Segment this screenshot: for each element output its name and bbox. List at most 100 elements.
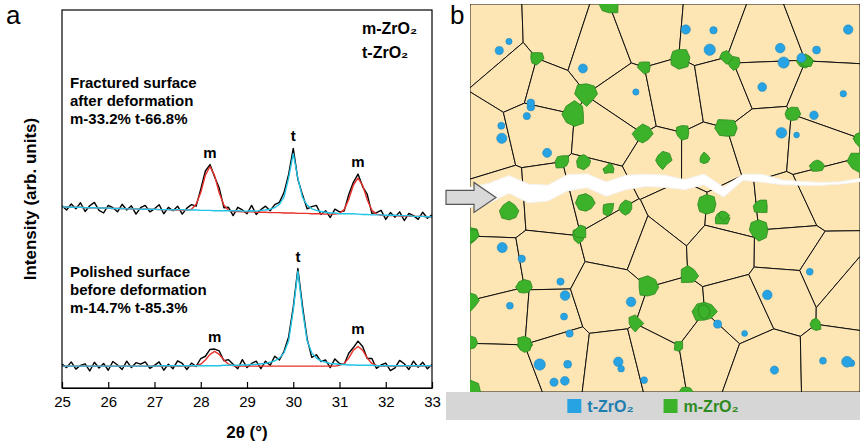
x-tick-label: 29 xyxy=(239,393,256,410)
m-zro2-particle xyxy=(632,124,653,143)
m-zro2-particle xyxy=(575,84,598,107)
x-tick-label: 25 xyxy=(54,393,71,410)
t-zro2-particle xyxy=(758,83,767,92)
t-zro2-particle xyxy=(497,243,507,253)
t-zro2-particle xyxy=(762,290,772,300)
x-tick: 32 xyxy=(378,382,395,410)
m-zro2-particle xyxy=(847,153,860,172)
phase-label: m-ZrO₂ xyxy=(362,20,417,37)
m-zro2-particle xyxy=(700,152,710,164)
m-zro2-particle xyxy=(692,302,717,320)
t-zro2-particle xyxy=(797,53,806,62)
grain xyxy=(727,106,791,181)
t-zro2-particle xyxy=(497,133,507,143)
x-tick: 28 xyxy=(193,382,210,410)
sample-label: Fractured surface xyxy=(70,74,197,91)
x-tick-label: 33 xyxy=(424,393,441,410)
x-tick-label: 28 xyxy=(193,393,210,410)
t-zro2-particle xyxy=(527,99,535,107)
t-zro2-particle xyxy=(498,122,505,129)
m-zro2-particle xyxy=(810,318,821,330)
m-zro2-particle xyxy=(637,62,650,74)
t-zro2-particle xyxy=(710,27,717,34)
x-tick-label: 27 xyxy=(147,393,164,410)
grain xyxy=(816,256,860,330)
t-zro2-particle xyxy=(543,148,552,157)
x-tick: 25 xyxy=(54,382,71,410)
m-zro2-particle xyxy=(676,126,689,141)
m-zro2-particle xyxy=(577,155,591,170)
t-zro2-particle xyxy=(495,46,503,54)
peak-label: m xyxy=(351,320,364,337)
spectrum-line xyxy=(62,269,432,371)
spectrum-line xyxy=(62,166,432,216)
legend: t-ZrO₂m-ZrO₂ xyxy=(567,398,738,415)
t-zro2-particle xyxy=(794,132,800,138)
t-zro2-particle xyxy=(626,297,636,307)
peak-label: m xyxy=(351,153,364,170)
t-zro2-particle xyxy=(770,366,778,374)
x-tick-label: 31 xyxy=(332,393,349,410)
grain xyxy=(749,267,817,336)
t-zro2-particle xyxy=(561,313,568,320)
t-zro2-particle xyxy=(506,302,513,309)
t-zro2-particle xyxy=(840,91,846,97)
peak-label: m xyxy=(208,328,221,345)
spectrum-line xyxy=(62,346,432,366)
m-zro2-particle xyxy=(470,336,478,349)
sample-label: after deformation xyxy=(70,92,193,109)
m-zro2-particle xyxy=(698,305,709,319)
t-zro2-particle xyxy=(578,64,587,73)
m-zro2-particle xyxy=(575,194,595,212)
m-zro2-particle xyxy=(639,276,659,296)
t-zro2-particle xyxy=(843,25,852,34)
peak-label: m xyxy=(203,144,216,161)
grain xyxy=(470,287,529,345)
x-axis-title: 2θ (°) xyxy=(226,423,268,442)
panel-b: bt-ZrO₂m-ZrO₂ xyxy=(446,0,864,420)
m-zro2-particle xyxy=(854,133,861,148)
t-zro2-particle xyxy=(714,320,722,328)
m-zro2-particle xyxy=(470,293,479,312)
m-zro2-particle xyxy=(749,220,768,241)
grain xyxy=(627,216,688,288)
t-zro2-particle xyxy=(810,111,819,120)
spectrum-line xyxy=(62,271,432,366)
legend-swatch xyxy=(664,399,678,413)
grain xyxy=(525,327,590,392)
m-zro2-particle xyxy=(753,200,767,213)
crack-arrow xyxy=(446,182,496,212)
x-axis: 252627282930313233 xyxy=(54,382,441,410)
t-zro2-particle xyxy=(560,291,570,301)
m-zro2-particle xyxy=(656,151,673,169)
t-zro2-particle xyxy=(806,268,813,275)
x-tick: 29 xyxy=(239,382,256,410)
t-zro2-particle xyxy=(550,378,558,386)
t-zro2-particle xyxy=(614,357,624,367)
m-zro2-particle xyxy=(629,315,644,332)
legend-swatch xyxy=(567,399,581,413)
t-zro2-particle xyxy=(704,44,715,55)
t-zro2-particle xyxy=(618,365,625,372)
x-tick: 33 xyxy=(424,382,441,410)
t-zro2-particle xyxy=(506,38,512,44)
x-tick-mark xyxy=(386,382,387,388)
panel-a: a2526272829303132332θ (°)Intensity (arb.… xyxy=(6,0,441,442)
m-zro2-particle xyxy=(679,387,693,392)
x-axis-line xyxy=(63,388,433,389)
panel-label: a xyxy=(6,0,21,30)
peak-label: t xyxy=(291,127,296,144)
legend-band xyxy=(446,392,860,420)
sample-label: Polished surface xyxy=(70,263,190,280)
x-tick: 26 xyxy=(100,382,117,410)
x-tick-mark xyxy=(201,382,202,388)
m-zro2-particle xyxy=(599,4,618,13)
x-tick: 27 xyxy=(147,382,164,410)
x-tick-label: 26 xyxy=(100,393,117,410)
grain xyxy=(793,158,860,232)
t-zro2-particle xyxy=(534,359,545,370)
m-zro2-particle xyxy=(698,195,716,215)
m-zro2-particle xyxy=(562,101,584,127)
m-zro2-particle xyxy=(499,201,519,220)
phase-label: t-ZrO₂ xyxy=(362,44,408,61)
